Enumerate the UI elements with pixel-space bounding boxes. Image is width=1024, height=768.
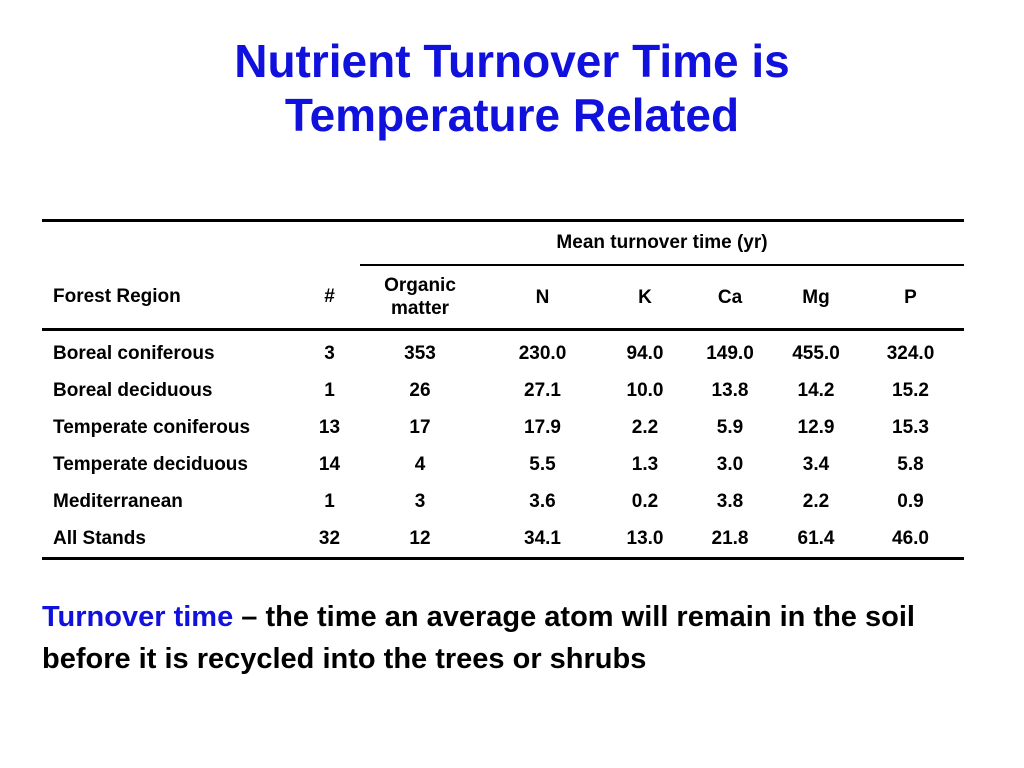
slide-title-line-1: Nutrient Turnover Time is bbox=[234, 35, 790, 87]
cell-count: 1 bbox=[324, 490, 335, 512]
table-group-header-row: Mean turnover time (yr) bbox=[42, 219, 964, 266]
cell-mg: 455.0 bbox=[792, 342, 840, 364]
column-header-count: # bbox=[299, 265, 360, 331]
header-blank-cell bbox=[299, 219, 360, 265]
table-row: Boreal deciduous 1 26 27.1 10.0 13.8 14.… bbox=[42, 372, 964, 409]
cell-p: 5.8 bbox=[897, 453, 924, 475]
cell-ca: 3.8 bbox=[716, 490, 744, 512]
cell-organic-matter: 353 bbox=[404, 342, 436, 364]
header-blank-cell bbox=[42, 219, 299, 265]
cell-count: 14 bbox=[318, 453, 341, 475]
column-header-ca: Ca bbox=[685, 265, 775, 331]
cell-n: 17.9 bbox=[524, 416, 561, 438]
cell-count: 13 bbox=[318, 416, 341, 438]
table-row: Temperate coniferous 13 17 17.9 2.2 5.9 … bbox=[42, 409, 964, 446]
cell-p: 15.2 bbox=[892, 379, 929, 401]
cell-forest-region: Boreal deciduous bbox=[53, 379, 213, 401]
column-header-p: P bbox=[857, 265, 964, 331]
cell-n: 34.1 bbox=[480, 520, 605, 560]
table-column-header-row: Forest Region # Organic matter N K Ca Mg … bbox=[42, 265, 964, 331]
column-header-mg: Mg bbox=[775, 265, 857, 331]
cell-p: 324.0 bbox=[886, 342, 935, 364]
cell-ca: 13.8 bbox=[711, 379, 749, 401]
cell-forest-region: All Stands bbox=[42, 520, 299, 560]
cell-k: 13.0 bbox=[605, 520, 685, 560]
cell-organic-matter: 3 bbox=[414, 490, 426, 512]
cell-ca: 149.0 bbox=[706, 342, 754, 364]
slide-title-line-2: Temperature Related bbox=[284, 89, 740, 141]
cell-forest-region: Temperate coniferous bbox=[53, 416, 251, 438]
cell-k: 94.0 bbox=[626, 342, 664, 364]
cell-k: 1.3 bbox=[631, 453, 659, 475]
cell-organic-matter: 4 bbox=[414, 453, 426, 475]
column-header-organic-matter: Organic matter bbox=[360, 265, 480, 331]
cell-forest-region: Mediterranean bbox=[53, 490, 183, 512]
mean-turnover-header: Mean turnover time (yr) bbox=[360, 219, 964, 266]
cell-p: 15.3 bbox=[892, 416, 929, 438]
cell-k: 0.2 bbox=[631, 490, 659, 512]
definition-term: Turnover time bbox=[42, 601, 234, 633]
turnover-definition: Turnover time – the time an average atom… bbox=[42, 596, 982, 680]
cell-mg: 12.9 bbox=[797, 416, 835, 438]
table-row: Mediterranean 1 3 3.6 0.2 3.8 2.2 0.9 bbox=[42, 483, 964, 520]
cell-count: 32 bbox=[299, 520, 360, 560]
cell-ca: 5.9 bbox=[716, 416, 744, 438]
cell-mg: 2.2 bbox=[802, 490, 830, 512]
cell-p: 0.9 bbox=[897, 490, 924, 512]
cell-n: 5.5 bbox=[529, 453, 556, 475]
cell-ca: 21.8 bbox=[685, 520, 775, 560]
cell-count: 1 bbox=[324, 379, 335, 401]
cell-n: 3.6 bbox=[529, 490, 556, 512]
cell-n: 27.1 bbox=[524, 379, 561, 401]
cell-n: 230.0 bbox=[518, 342, 567, 364]
cell-mg: 61.4 bbox=[775, 520, 857, 560]
turnover-table: Mean turnover time (yr) Forest Region # … bbox=[42, 219, 964, 560]
column-header-forest-region: Forest Region bbox=[42, 265, 299, 331]
column-header-k: K bbox=[605, 265, 685, 331]
cell-k: 10.0 bbox=[626, 379, 664, 401]
cell-organic-matter: 26 bbox=[409, 379, 431, 401]
cell-organic-matter: 17 bbox=[409, 416, 431, 438]
cell-organic-matter: 12 bbox=[360, 520, 480, 560]
table-row: Temperate deciduous 14 4 5.5 1.3 3.0 3.4… bbox=[42, 446, 964, 483]
cell-forest-region: Boreal coniferous bbox=[53, 342, 215, 364]
definition-text: – the time an average atom will remain i… bbox=[42, 601, 915, 675]
cell-count: 3 bbox=[324, 342, 335, 364]
cell-p: 46.0 bbox=[857, 520, 964, 560]
table-row: Boreal coniferous 3 353 230.0 94.0 149.0… bbox=[42, 330, 964, 373]
cell-k: 2.2 bbox=[631, 416, 659, 438]
cell-mg: 3.4 bbox=[802, 453, 830, 475]
slide-title: Nutrient Turnover Time is Temperature Re… bbox=[0, 34, 1024, 142]
table-row: All Stands 32 12 34.1 13.0 21.8 61.4 46.… bbox=[42, 520, 964, 560]
column-header-n: N bbox=[480, 265, 605, 331]
cell-forest-region: Temperate deciduous bbox=[53, 453, 248, 475]
cell-mg: 14.2 bbox=[797, 379, 835, 401]
cell-ca: 3.0 bbox=[716, 453, 744, 475]
